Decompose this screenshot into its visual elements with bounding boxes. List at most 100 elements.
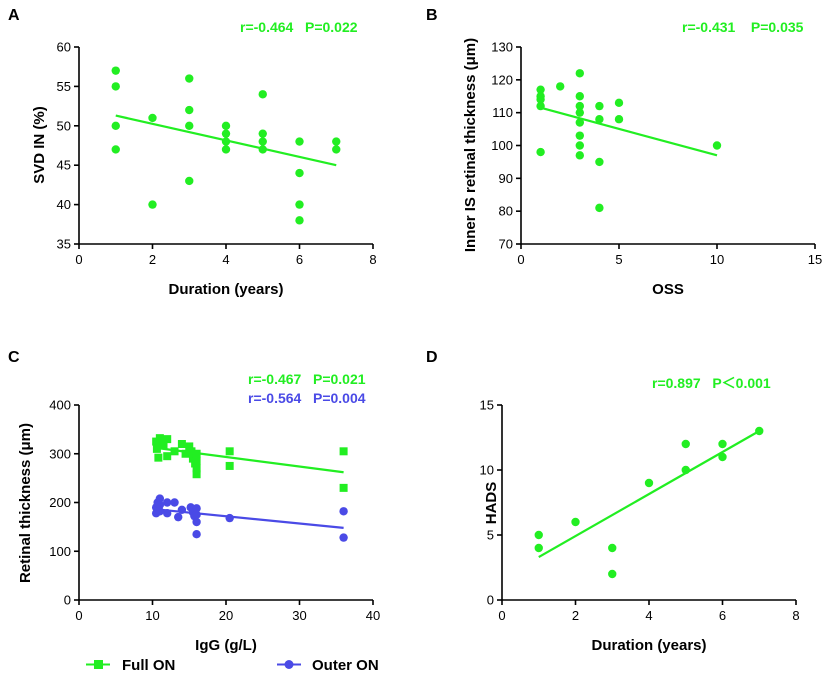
panel-a: A 0 2 4 6 8 35 40 45 50 55 60 Duration (years) SVD IN… — [8, 7, 377, 298]
panel-d-y-tick-label: 10 — [480, 463, 494, 478]
legend-outer-on-label: Outer ON — [312, 657, 379, 674]
panel-c-full-on-point — [159, 440, 168, 449]
panel-a-x-tick-label: 2 — [149, 252, 156, 267]
panel-b-inner-is-point — [575, 151, 584, 160]
panel-c-full-on-point — [192, 470, 201, 479]
panel-c-outer-on-point — [192, 510, 201, 519]
panel-d-y-title: HADS — [483, 482, 500, 525]
panel-c-full-on-point — [152, 444, 161, 453]
panel-c-outer-on-point — [339, 507, 348, 516]
panel-c-outer-on-point — [155, 507, 165, 516]
panel-c-outer-on-point — [192, 504, 201, 513]
panel-c-outer-on-point — [225, 513, 234, 523]
panel-c-full-on-point — [155, 434, 164, 443]
panel-a-svd-in-point — [295, 216, 304, 225]
panel-c-full-on-point — [181, 449, 190, 458]
panel-a-y-tick-label: 35 — [57, 237, 71, 252]
panel-b-inner-is-point — [595, 115, 604, 124]
panel-c-x-tick-label: 20 — [219, 608, 233, 623]
panel-d-hads-fit-line — [538, 430, 760, 559]
panel-c-outer-on-fit-line — [156, 508, 344, 529]
panel-c-y-title: Retinal thickness (μm) — [17, 423, 34, 583]
panel-d-hads-point — [718, 439, 727, 449]
panel-b-inner-is-point — [536, 101, 545, 111]
panel-c-y-tick-label: 200 — [49, 495, 71, 510]
panel-b-inner-is-stat: r=-0.431 P=0.035 — [682, 19, 804, 35]
panel-a-svd-in-stat: r=-0.464 P=0.022 — [240, 19, 358, 35]
panel-b-x-tick-label: 0 — [517, 252, 524, 267]
panel-b-inner-is-point — [595, 157, 604, 167]
panel-b-inner-is-point — [575, 101, 584, 111]
panel-a-svd-in-point — [258, 90, 267, 99]
panel-a-svd-in-point — [148, 200, 157, 209]
panel-d-hads-point — [681, 465, 690, 475]
panel-d-x-tick-label: 4 — [645, 608, 652, 623]
panel-c-x-tick-label: 30 — [292, 608, 306, 623]
panel-a-svd-in-point — [295, 168, 304, 178]
panel-b-letter: B — [426, 7, 438, 24]
panel-b-x-title: OSS — [652, 281, 684, 298]
panel-a-svd-in-point — [185, 176, 194, 186]
panel-d-x-tick-label: 2 — [572, 608, 579, 623]
panel-c-outer-on-point — [339, 533, 348, 542]
panel-c-outer-on-point — [170, 498, 179, 507]
panel-c-y-tick-label: 100 — [49, 544, 71, 559]
panel-b-y-tick-label: 120 — [491, 72, 513, 87]
panel-d-letter: D — [426, 349, 438, 366]
panel-d-x-tick-label: 6 — [719, 608, 726, 623]
panel-c-x-tick-label: 0 — [75, 608, 82, 623]
panel-c-full-on-point — [187, 447, 196, 456]
panel-b-inner-is-point — [556, 82, 565, 91]
panel-c-outer-on-point — [163, 498, 172, 507]
panel-a-svd-in-point — [258, 137, 267, 146]
panel-d-hads-point — [718, 452, 727, 462]
panel-d-hads-point — [534, 530, 543, 540]
panel-a-x-tick-label: 6 — [296, 252, 303, 267]
panel-b-inner-is-point — [575, 118, 584, 127]
panel-a-svd-in-point — [221, 129, 231, 138]
panel-b-y-tick-label: 80 — [499, 204, 513, 219]
panel-b-inner-is-point — [575, 141, 584, 150]
panel-b-y-tick-label: 70 — [499, 237, 513, 252]
panel-c-x-tick-label: 10 — [145, 608, 159, 623]
panel-a-svd-in-point — [258, 145, 267, 154]
panel-b-y-title: Inner IS retinal thickness (μm) — [462, 38, 479, 252]
panel-b: B 0 5 10 15 70 80 90 100 110 120 130 OSS Inner IS ret… — [426, 7, 822, 298]
panel-a-svd-in-point — [295, 137, 304, 146]
panel-b-x-tick-label: 10 — [710, 252, 724, 267]
panel-c-letter: C — [8, 349, 20, 366]
panel-c-full-on-point — [185, 442, 194, 451]
panel-c-full-on-point — [225, 447, 234, 456]
panel-c-outer-on-point — [163, 509, 172, 518]
panel-a-svd-in-point — [185, 105, 194, 115]
panel-c-full-on-point — [192, 457, 201, 466]
panel-c-full-on-point — [154, 453, 163, 462]
panel-d-hads-point — [571, 517, 580, 527]
panel-b-inner-is-point — [575, 131, 584, 140]
panel-a-y-tick-label: 60 — [57, 40, 71, 55]
panel-a-svd-in-point — [185, 74, 194, 83]
panel-b-y-tick-label: 90 — [499, 171, 513, 186]
panel-d-y-tick-label: 5 — [487, 528, 494, 543]
legend: Full ON Outer ON — [86, 657, 379, 674]
panel-b-inner-is-point — [536, 85, 545, 94]
panel-a-y-tick-label: 55 — [57, 79, 71, 94]
panel-d-hads-point — [644, 478, 654, 488]
panel-d-x-title: Duration (years) — [591, 637, 706, 654]
panel-c-outer-on-point — [174, 512, 183, 522]
panel-a-x-title: Duration (years) — [168, 281, 283, 298]
panel-a-svd-in-point — [258, 129, 267, 138]
panel-d-hads-point — [608, 569, 617, 579]
panel-c-full-on-point — [177, 440, 186, 448]
panel-c-x-tick-label: 40 — [366, 608, 380, 623]
panel-a-svd-in-point — [111, 121, 120, 130]
panel-a-svd-in-point — [221, 145, 231, 154]
panel-b-x-tick-label: 15 — [808, 252, 822, 267]
panel-a-svd-in-point — [221, 121, 231, 130]
panel-b-x-tick-label: 5 — [615, 252, 622, 267]
panel-c-y-tick-label: 300 — [49, 446, 71, 461]
panel-b-inner-is-point — [536, 95, 545, 104]
panel-c-y-tick-label: 400 — [49, 398, 71, 413]
